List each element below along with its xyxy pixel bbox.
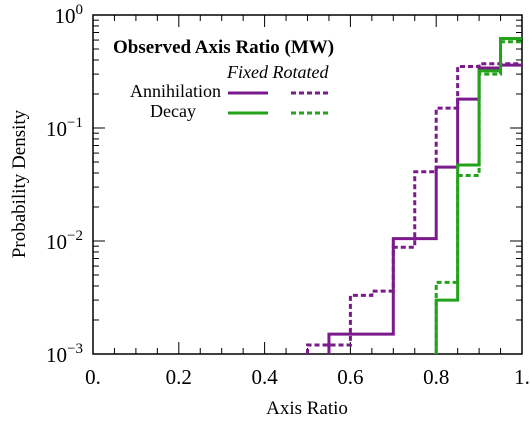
x-tick-label: 0.8 <box>423 365 449 389</box>
series-decay-fixed-line <box>434 36 522 354</box>
series-annihilation-fixed-line <box>327 63 522 354</box>
x-tick-label: 0. <box>85 365 101 389</box>
legend-column-headers: Fixed Rotated <box>226 62 329 82</box>
data-series <box>306 36 522 354</box>
legend-label-annihilation: Annihilation <box>130 81 221 101</box>
x-tick-label: 0.2 <box>166 365 192 389</box>
tick-labels: 0. 0.2 0.4 0.6 0.8 1. 10−3 10−2 10−1 100 <box>46 2 530 389</box>
y-tick-label: 10−2 <box>46 228 83 254</box>
x-tick-label: 1. <box>514 365 530 389</box>
x-tick-label: 0.4 <box>251 365 278 389</box>
y-tick-label: 10−1 <box>46 115 83 141</box>
y-axis-label: Probability Density <box>9 109 30 258</box>
y-tick-label: 100 <box>55 2 84 28</box>
y-tick-label: 10−3 <box>46 341 83 367</box>
series-annihilation-rotated-line <box>306 62 522 354</box>
x-axis-label: Axis Ratio <box>266 398 348 419</box>
legend-label-decay: Decay <box>150 101 196 121</box>
legend-title: Observed Axis Ratio (MW) <box>113 37 334 58</box>
legend: Observed Axis Ratio (MW) Fixed Rotated A… <box>113 37 334 121</box>
x-tick-label: 0.6 <box>337 365 363 389</box>
series-decay-rotated-line <box>434 40 522 354</box>
axis-ticks <box>92 14 523 355</box>
